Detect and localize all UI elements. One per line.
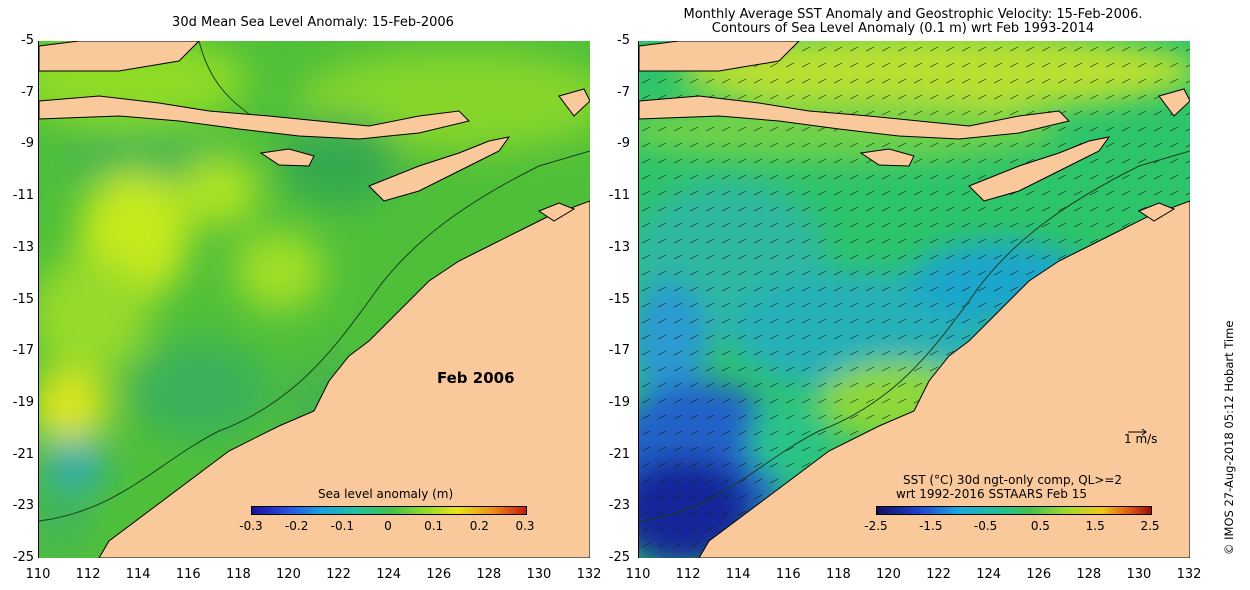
colorbar-tick-label: 1.5: [1085, 519, 1105, 533]
vector-scale-label: 1 m/s: [1124, 432, 1158, 446]
x-tick-label: 110: [625, 567, 651, 582]
sla-colorbar: [251, 506, 527, 515]
x-tick-label: 122: [326, 567, 351, 582]
map-date-label: Feb 2006: [437, 369, 515, 387]
y-tick-label: -15: [608, 291, 630, 307]
y-tick-label: -23: [12, 498, 34, 514]
sla-map[interactable]: [38, 41, 590, 558]
x-tick-label: 132: [576, 567, 602, 582]
sst-colorbar-title-line2: wrt 1992-2016 SSTAARS Feb 15: [896, 487, 1087, 501]
y-tick-label: -11: [608, 188, 630, 204]
x-tick-label: 116: [175, 567, 201, 582]
x-tick-label: 120: [876, 567, 901, 582]
x-tick-label: 118: [225, 567, 251, 582]
colorbar-tick-label: 0.2: [469, 519, 489, 533]
y-tick-label: -7: [21, 84, 34, 100]
x-tick-label: 112: [675, 567, 701, 582]
sst-colorbar: [876, 506, 1152, 515]
y-tick-label: -5: [21, 33, 34, 48]
colorbar-tick-label: -2.5: [864, 519, 888, 533]
colorbar-tick-label: 0.3: [515, 519, 535, 533]
right-map-title-line1: Monthly Average SST Anomaly and Geostrop…: [683, 7, 1143, 22]
imos-credit: © IMOS 27-Aug-2018 05:12 Hobart Time: [1222, 320, 1236, 555]
x-tick-label: 130: [526, 567, 552, 582]
colorbar-tick-label: 0: [384, 519, 392, 533]
x-tick-label: 114: [125, 567, 151, 582]
y-tick-label: -23: [608, 498, 630, 514]
x-tick-label: 126: [1026, 567, 1052, 582]
x-tick-label: 132: [1176, 567, 1202, 582]
sst-colorbar-title-line1: SST (°C) 30d ngt-only comp, QL>=2: [903, 473, 1123, 487]
right-map-title-line2: Contours of Sea Level Anomaly (0.1 m) wr…: [711, 21, 1095, 36]
y-tick-label: -7: [617, 84, 630, 100]
y-tick-label: -25: [608, 550, 630, 565]
sla-colorbar-title: Sea level anomaly (m): [318, 487, 454, 501]
y-tick-label: -21: [12, 446, 34, 462]
colorbar-tick-label: 0.5: [1030, 519, 1050, 533]
colorbar-tick-label: -0.5: [973, 519, 998, 533]
x-tick-label: 130: [1126, 567, 1152, 582]
x-tick-label: 120: [276, 567, 301, 582]
sla-map-graphic: [39, 41, 590, 558]
y-tick-label: -13: [608, 239, 630, 255]
x-tick-label: 122: [926, 567, 951, 582]
y-tick-label: -25: [12, 550, 34, 565]
x-tick-label: 116: [775, 567, 801, 582]
colorbar-tick-label: -1.5: [919, 519, 943, 533]
colorbar-tick-label: -0.2: [284, 519, 309, 533]
y-tick-label: -13: [12, 239, 34, 255]
y-tick-label: -17: [608, 343, 630, 359]
y-tick-label: -9: [21, 136, 34, 152]
left-map-title: 30d Mean Sea Level Anomaly: 15-Feb-2006: [172, 15, 454, 30]
y-tick-label: -11: [12, 188, 34, 204]
sst-map[interactable]: [638, 41, 1190, 558]
x-tick-label: 124: [976, 567, 1002, 582]
y-tick-label: -9: [617, 136, 630, 152]
y-tick-label: -19: [12, 394, 34, 410]
y-tick-label: -21: [608, 446, 630, 462]
x-tick-label: 124: [376, 567, 402, 582]
x-tick-label: 128: [476, 567, 502, 582]
sst-map-graphic: [639, 41, 1190, 558]
x-tick-label: 114: [725, 567, 751, 582]
x-tick-label: 110: [25, 567, 51, 582]
x-tick-label: 112: [75, 567, 101, 582]
x-tick-label: 128: [1076, 567, 1102, 582]
x-tick-label: 118: [825, 567, 851, 582]
y-tick-label: -17: [12, 343, 34, 359]
colorbar-tick-label: 2.5: [1140, 519, 1160, 533]
colorbar-tick-label: -0.3: [239, 519, 263, 533]
y-tick-label: -19: [608, 394, 630, 410]
x-tick-label: 126: [426, 567, 452, 582]
y-tick-label: -15: [12, 291, 34, 307]
colorbar-tick-label: -0.1: [330, 519, 355, 533]
y-tick-label: -5: [617, 33, 630, 48]
colorbar-tick-label: 0.1: [424, 519, 444, 533]
